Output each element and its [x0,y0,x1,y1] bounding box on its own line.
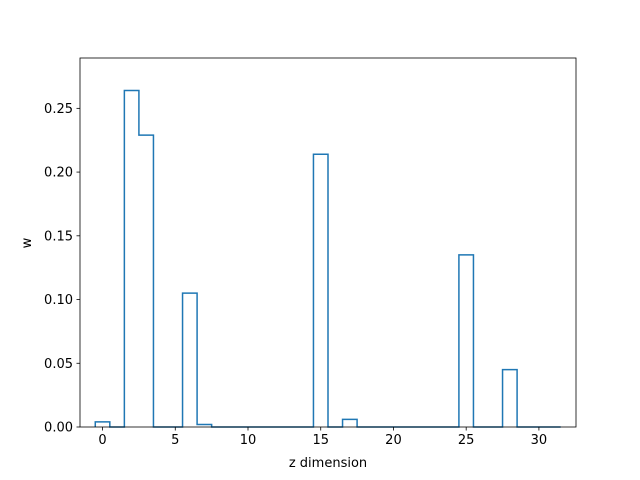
x-tick-label-0: 0 [98,433,106,448]
x-tick-label-15: 15 [312,433,329,448]
y-tick-label-0: 0.00 [44,421,73,436]
y-tick-label-3: 0.15 [44,229,73,244]
y-axis-label: w [20,237,35,248]
x-tick-label-5: 5 [171,433,179,448]
y-tick-label-2: 0.10 [44,293,73,308]
x-tick-label-10: 10 [240,433,257,448]
x-axis-label: z dimension [289,456,367,471]
x-tick-label-20: 20 [385,433,402,448]
x-tick-label-30: 30 [531,433,548,448]
x-tick-label-25: 25 [458,433,475,448]
y-tick-label-5: 0.25 [44,102,73,117]
axis-ticks: 0 5 10 15 20 25 30 0.00 0.05 0.10 0.15 0.20 0.25 [44,102,547,448]
plot-area [79,57,577,428]
y-tick-label-1: 0.05 [44,357,73,372]
y-tick-label-4: 0.20 [44,166,73,181]
axes-frame [79,57,577,428]
